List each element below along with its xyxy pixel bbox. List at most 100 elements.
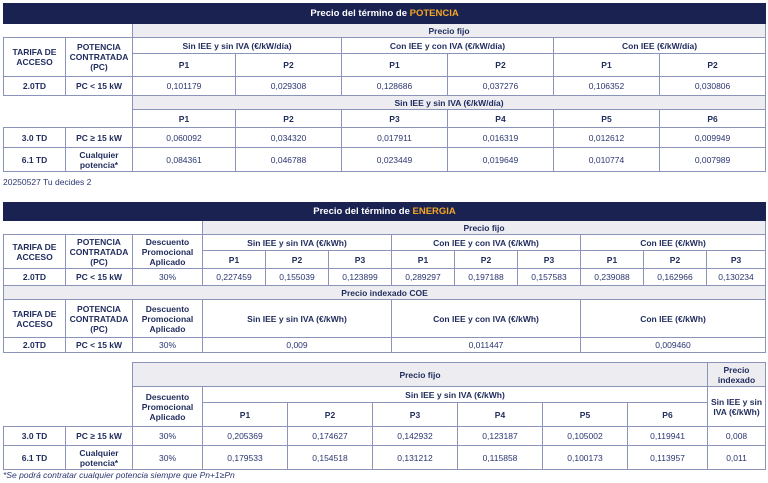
pc-cell: PC < 15 kW xyxy=(65,76,133,96)
table-row: 6.1 TD Cualquier potencia* 30% 0,179533 … xyxy=(3,445,767,470)
energia-precio-fijo-6p: Precio fijo xyxy=(131,362,709,387)
tarifa-cell: 6.1 TD xyxy=(3,147,66,172)
col-p2: P2 xyxy=(454,250,518,269)
footnote: *Se podrá contratar cualquier potencia s… xyxy=(3,470,235,480)
col-p1: P1 xyxy=(202,250,266,269)
tarifa-cell: 2.0TD xyxy=(3,268,66,286)
value-cell: 0,037276 xyxy=(447,76,554,96)
col-p1: P1 xyxy=(553,53,660,77)
group-sin-iee-6: Sin IEE y sin IVA (€/kWh) xyxy=(201,386,709,403)
col-p4: P4 xyxy=(457,402,543,427)
group-sin-iee: Sin IEE y sin IVA (€/kW/día) xyxy=(132,37,342,54)
pc-cell: PC < 15 kW xyxy=(65,268,133,286)
col-p2: P2 xyxy=(235,109,342,128)
table-row: 2.0TD PC < 15 kW 30% 0,227459 0,155039 0… xyxy=(3,268,767,286)
tarifa-cell: 3.0 TD xyxy=(3,127,66,148)
value-cell: 0,105002 xyxy=(542,426,628,446)
tarifa-cell: 6.1 TD xyxy=(3,445,66,470)
col-p2: P2 xyxy=(447,53,554,77)
descuento-cell: 30% xyxy=(132,268,203,286)
value-cell: 0,012612 xyxy=(553,127,660,148)
col-tarifa: TARIFA DE ACCESO xyxy=(3,37,66,77)
table-row: 2.0TD PC < 15 kW 0,101179 0,029308 0,128… xyxy=(3,76,767,96)
energia-6p-table: Precio fijo Precio indexado Descuento Pr… xyxy=(3,362,767,470)
pc-cell: PC < 15 kW xyxy=(65,337,133,353)
col-indexado-sin-iee: Sin IEE y sin IVA (€/kWh) xyxy=(707,386,767,427)
col-p5: P5 xyxy=(553,109,660,128)
value-cell: 0,100173 xyxy=(542,445,628,470)
col-p3: P3 xyxy=(517,250,581,269)
indexado-cell: 0,008 xyxy=(707,426,767,446)
col-p5: P5 xyxy=(542,402,628,427)
potencia-precio-fijo: Precio fijo xyxy=(131,23,767,38)
value-cell: 0,155039 xyxy=(265,268,329,286)
col-tarifa: TARIFA DE ACCESO xyxy=(3,234,66,269)
col-descuento: Descuento Promocional Aplicado xyxy=(132,386,203,427)
value-cell: 0,101179 xyxy=(132,76,236,96)
col-potencia: POTENCIA CONTRATADA (PC) xyxy=(65,234,133,269)
value-cell: 0,179533 xyxy=(202,445,288,470)
col-p1: P1 xyxy=(132,109,236,128)
col-p1: P1 xyxy=(202,402,288,427)
col-descuento: Descuento Promocional Aplicado xyxy=(132,299,203,338)
col-tarifa: TARIFA DE ACCESO xyxy=(3,299,66,338)
table-row: 3.0 TD PC ≥ 15 kW 30% 0,205369 0,174627 … xyxy=(3,426,767,446)
value-cell: 0,084361 xyxy=(132,147,236,172)
value-cell: 0,123187 xyxy=(457,426,543,446)
value-cell: 0,162966 xyxy=(643,268,707,286)
value-cell: 0,130234 xyxy=(705,268,767,286)
value-cell: 0,227459 xyxy=(202,268,266,286)
col-p2: P2 xyxy=(265,250,329,269)
potencia-table: Precio del término de POTENCIA Precio fi… xyxy=(2,3,767,172)
value-cell: 0,060092 xyxy=(132,127,236,148)
group-con-iee-iva: Con IEE y con IVA (€/kWh) xyxy=(391,299,581,338)
col-potencia: POTENCIA CONTRATADA (PC) xyxy=(65,299,133,338)
value-cell: 0,010774 xyxy=(553,147,660,172)
tarifa-cell: 3.0 TD xyxy=(3,426,66,446)
col-p2: P2 xyxy=(643,250,707,269)
col-p3: P3 xyxy=(705,250,767,269)
value-cell: 0,030806 xyxy=(658,76,767,96)
col-p1: P1 xyxy=(391,250,455,269)
col-p3: P3 xyxy=(328,250,392,269)
col-p3: P3 xyxy=(341,109,448,128)
value-cell: 0,019649 xyxy=(447,147,554,172)
indexado-coe-title: Precio indexado COE xyxy=(2,285,767,300)
energia-precio-fijo: Precio fijo xyxy=(201,220,767,235)
col-descuento: Descuento Promocional Aplicado xyxy=(132,234,203,269)
table-row: 6.1 TD Cualquier potencia* 0,084361 0,04… xyxy=(3,147,767,172)
value-cell: 0,009949 xyxy=(658,127,767,148)
indexado-cell: 0,011 xyxy=(707,445,767,470)
value-cell: 0,154518 xyxy=(287,445,373,470)
energia-table: Precio del término de ENERGIA Precio fij… xyxy=(2,202,767,353)
value-cell: 0,011447 xyxy=(391,337,581,353)
value-cell: 0,115858 xyxy=(457,445,543,470)
value-cell: 0,029308 xyxy=(235,76,342,96)
table-row: 2.0TD PC < 15 kW 30% 0,009 0,011447 0,00… xyxy=(3,337,767,353)
group-sin-iee-6: Sin IEE y sin IVA (€/kW/día) xyxy=(131,95,767,110)
descuento-cell: 30% xyxy=(132,337,203,353)
value-cell: 0,016319 xyxy=(447,127,554,148)
tarifa-cell: 2.0TD xyxy=(3,76,66,96)
value-cell: 0,007989 xyxy=(658,147,767,172)
value-cell: 0,174627 xyxy=(287,426,373,446)
col-p2: P2 xyxy=(658,53,767,77)
group-con-iee: Con IEE (€/kW/día) xyxy=(552,37,767,54)
pc-cell: Cualquier potencia* xyxy=(65,147,133,172)
potencia-title: Precio del término de POTENCIA xyxy=(2,3,767,24)
value-cell: 0,017911 xyxy=(341,127,448,148)
descuento-cell: 30% xyxy=(132,426,203,446)
descuento-cell: 30% xyxy=(132,445,203,470)
value-cell: 0,113957 xyxy=(626,445,709,470)
table-row: 3.0 TD PC ≥ 15 kW 0,060092 0,034320 0,01… xyxy=(3,127,767,148)
precio-indexado-header: Precio indexado xyxy=(707,362,767,387)
pc-cell: PC ≥ 15 kW xyxy=(65,426,133,446)
value-cell: 0,131212 xyxy=(372,445,458,470)
value-cell: 0,157583 xyxy=(517,268,581,286)
group-con-iee: Con IEE (€/kWh) xyxy=(579,234,767,251)
col-p2: P2 xyxy=(235,53,342,77)
value-cell: 0,205369 xyxy=(202,426,288,446)
pc-cell: Cualquier potencia* xyxy=(65,445,133,470)
col-p1: P1 xyxy=(341,53,448,77)
document-reference: 20250527 Tu decides 2 xyxy=(3,177,92,187)
